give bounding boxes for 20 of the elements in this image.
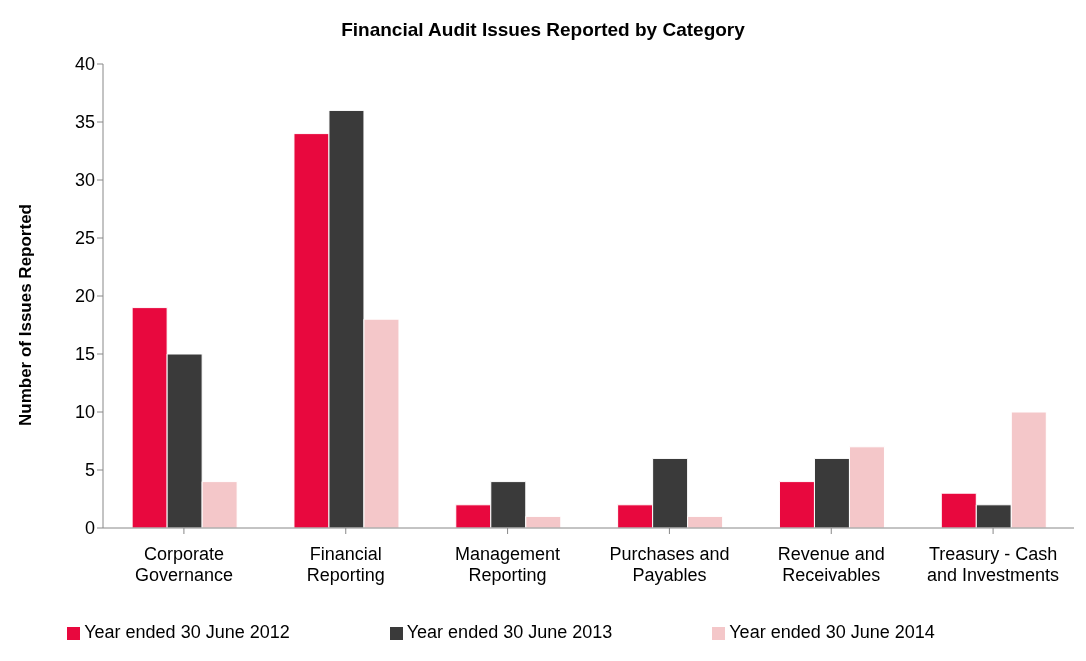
y-tick-label: 10 bbox=[74, 402, 95, 423]
legend-label: Year ended 30 June 2014 bbox=[729, 622, 935, 642]
legend-label: Year ended 30 June 2013 bbox=[406, 622, 613, 642]
y-tick-label: 35 bbox=[74, 112, 95, 133]
y-axis-title: Number of Issues Reported bbox=[16, 204, 36, 426]
x-tick-label: Revenue and Receivables bbox=[777, 544, 885, 585]
x-tick-label: Purchases and Payables bbox=[609, 544, 730, 585]
x-tick-label: Financial Reporting bbox=[306, 544, 385, 585]
legend-label: Year ended 30 June 2012 bbox=[84, 622, 290, 642]
y-tick-label: 20 bbox=[74, 286, 95, 307]
x-tick-label: Treasury - Cash and Investments bbox=[927, 544, 1060, 585]
x-tick-label: Management Reporting bbox=[455, 544, 561, 585]
y-tick-label: 30 bbox=[74, 170, 95, 191]
y-tick-label: 0 bbox=[84, 518, 95, 539]
y-tick-label: 5 bbox=[84, 460, 95, 481]
x-tick-label: Corporate Governance bbox=[134, 544, 233, 585]
y-tick-label: 25 bbox=[74, 228, 95, 249]
y-tick-label: 15 bbox=[74, 344, 95, 365]
chart-title: Financial Audit Issues Reported by Category bbox=[340, 18, 746, 42]
y-tick-label: 40 bbox=[74, 54, 95, 75]
